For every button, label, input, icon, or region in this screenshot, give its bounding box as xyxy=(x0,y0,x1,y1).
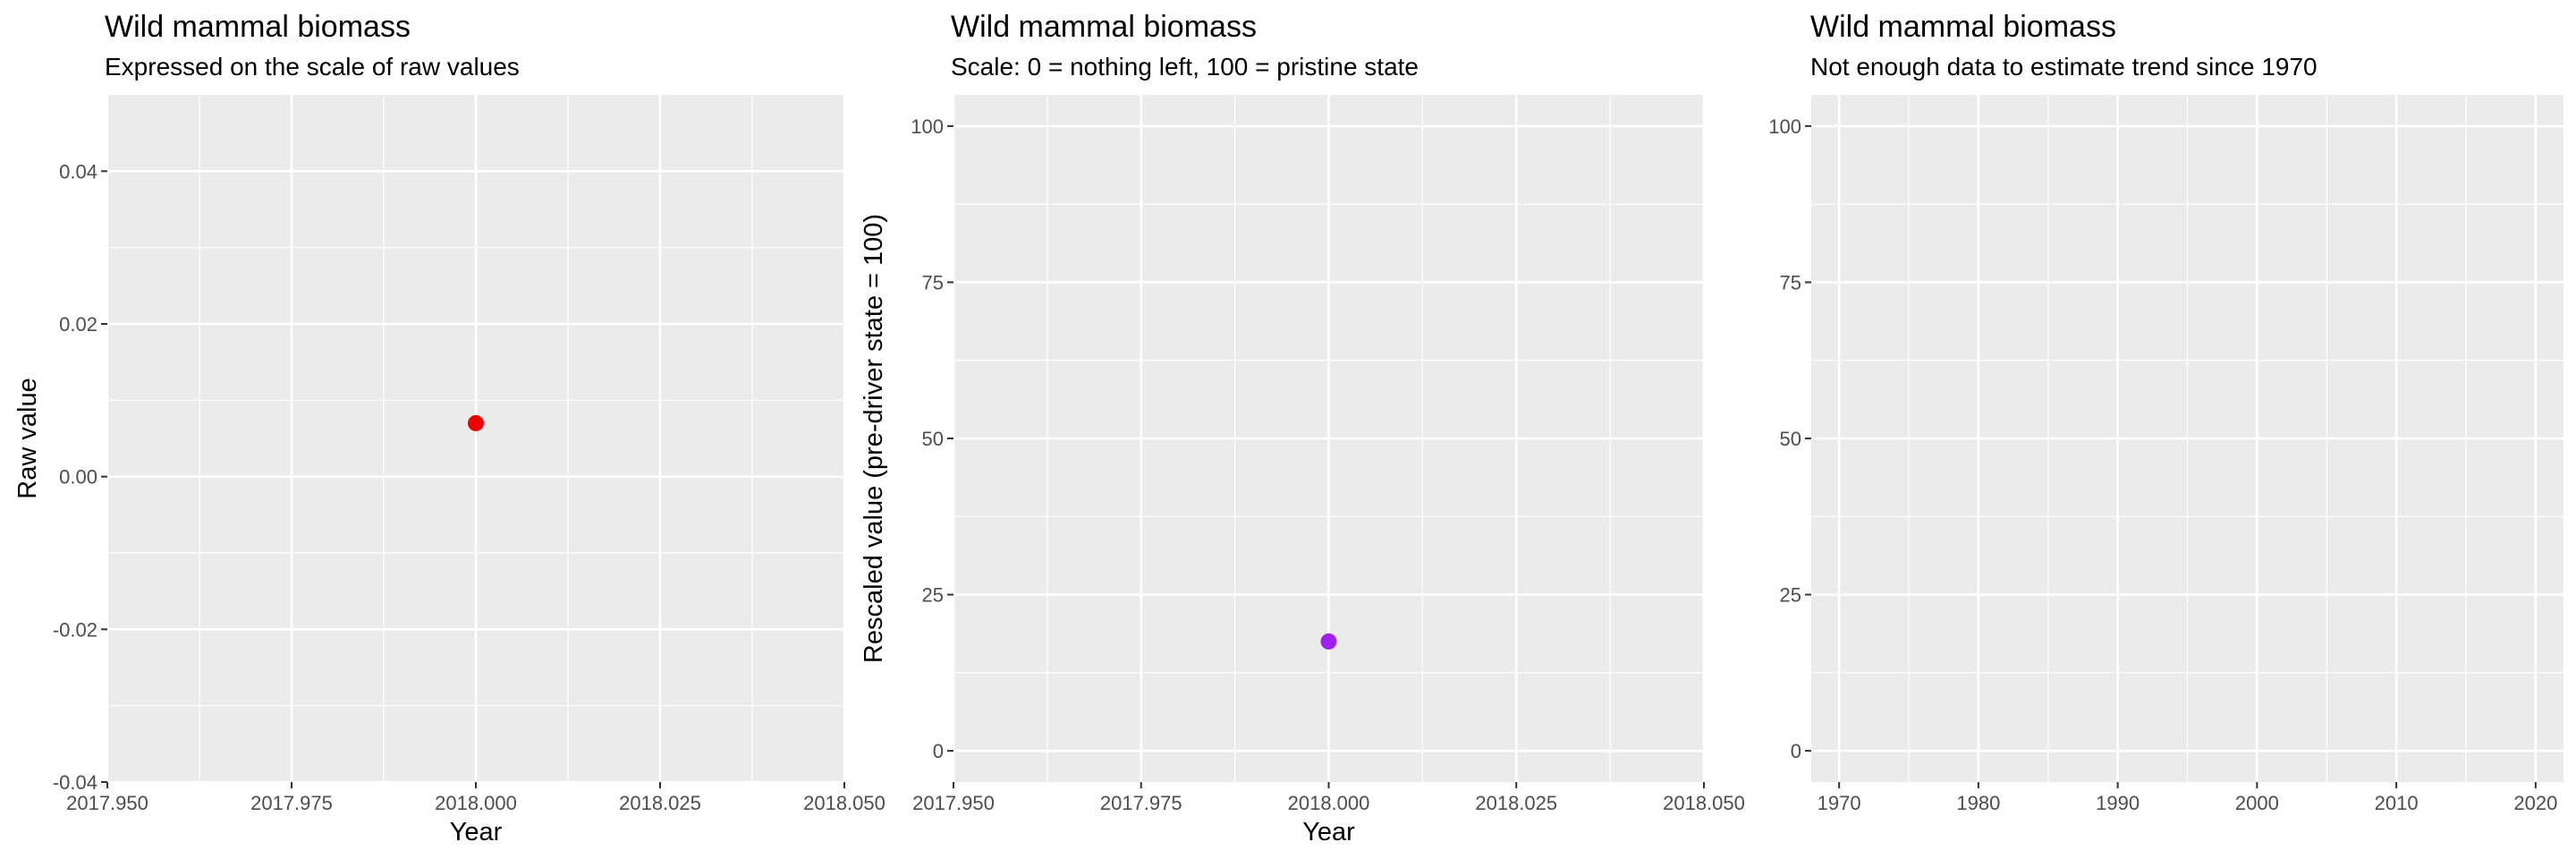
y-tick-label: 100 xyxy=(911,115,944,138)
x-tick-label: 2017.950 xyxy=(912,792,995,814)
y-tick-label: 0 xyxy=(1791,740,1801,762)
x-tick-label: 2017.975 xyxy=(250,792,333,814)
x-tick-label: 2010 xyxy=(2375,792,2419,814)
y-tick-label: 25 xyxy=(1780,584,1801,607)
x-tick-label: 2018.050 xyxy=(803,792,886,814)
y-tick-label: 75 xyxy=(922,271,944,293)
y-tick-label: 0 xyxy=(933,740,944,762)
y-tick-label: 0.04 xyxy=(59,160,97,183)
y-tick-label: 100 xyxy=(1768,115,1801,138)
y-tick-label: 0.00 xyxy=(59,466,97,489)
data-point xyxy=(1320,633,1337,650)
chart-title: Wild mammal biomass xyxy=(1810,10,2116,44)
x-tick-label: 2018.000 xyxy=(1288,792,1370,814)
chart-subtitle: Scale: 0 = nothing left, 100 = pristine … xyxy=(951,53,1419,81)
x-tick-label: 2017.950 xyxy=(66,792,148,814)
x-tick-label: 2018.025 xyxy=(619,792,701,814)
x-tick-label: 2018.050 xyxy=(1663,792,1745,814)
chart-title: Wild mammal biomass xyxy=(951,10,1257,44)
data-point xyxy=(468,414,484,431)
chart-subtitle: Not enough data to estimate trend since … xyxy=(1810,53,2318,81)
x-tick-label: 2000 xyxy=(2235,792,2279,814)
chart-title: Wild mammal biomass xyxy=(105,10,411,44)
chart-panel-3: Wild mammal biomass Not enough data to es… xyxy=(1768,10,2563,814)
chart-panel-1: Wild mammal biomass Expressed on the scal… xyxy=(13,10,886,846)
x-tick-label: 1970 xyxy=(1818,792,1861,814)
y-tick-label: 50 xyxy=(922,428,944,450)
x-tick-label: 1990 xyxy=(2096,792,2140,814)
y-axis-title: Rescaled value (pre-driver state = 100) xyxy=(860,214,888,663)
y-tick-label: 75 xyxy=(1780,271,1801,293)
y-tick-label: 0.02 xyxy=(59,313,97,336)
x-tick-label: 2020 xyxy=(2513,792,2557,814)
y-tick-label: -0.04 xyxy=(53,771,97,794)
y-axis-title: Raw value xyxy=(13,378,42,498)
chart-subtitle: Expressed on the scale of raw values xyxy=(105,53,520,81)
y-tick-label: -0.02 xyxy=(53,618,97,641)
y-tick-label: 50 xyxy=(1780,428,1801,450)
y-tick-label: 25 xyxy=(922,584,944,607)
x-tick-label: 2018.000 xyxy=(435,792,517,814)
chart-panel-2: Wild mammal biomass Scale: 0 = nothing le… xyxy=(860,10,1745,846)
x-axis-title: Year xyxy=(450,818,503,846)
x-tick-label: 2017.975 xyxy=(1100,792,1182,814)
x-tick-label: 2018.025 xyxy=(1475,792,1557,814)
x-tick-label: 1980 xyxy=(1956,792,2000,814)
x-axis-title: Year xyxy=(1302,818,1355,846)
